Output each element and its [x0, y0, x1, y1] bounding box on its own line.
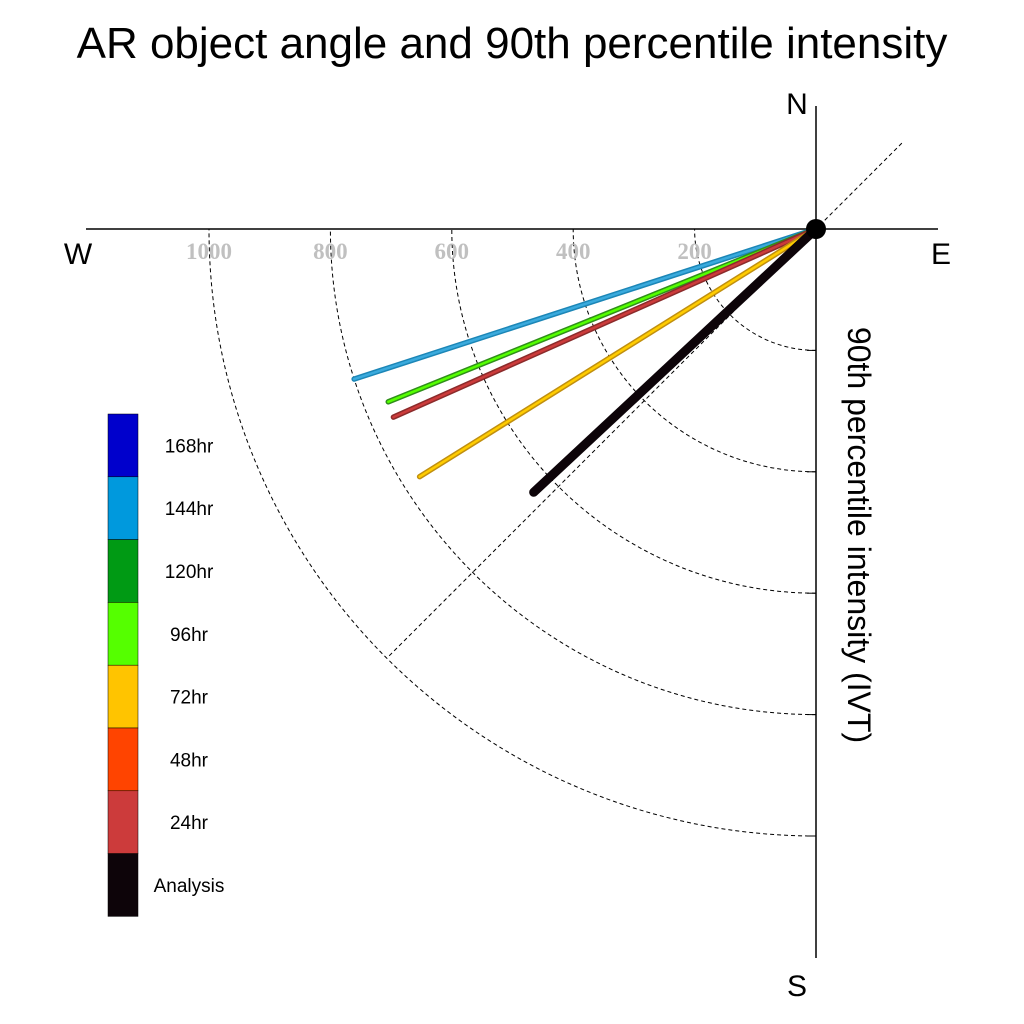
diagonal-reference-line	[386, 142, 903, 659]
legend-swatch-144hr	[107, 476, 139, 540]
legend-swatch-analysis	[107, 853, 139, 917]
series-line-144hr	[352, 227, 818, 381]
legend-label-168hr: 168hr	[165, 436, 214, 457]
legend-label-analysis: Analysis	[154, 876, 225, 897]
series-lines	[351, 224, 821, 497]
radial-tick-labels: 200 400 600 800 1000	[186, 239, 712, 264]
radial-tick-label: 600	[435, 239, 470, 264]
legend-swatch-168hr	[107, 413, 139, 478]
radial-ring-800	[329, 228, 817, 716]
legend-label-120hr: 120hr	[165, 562, 214, 583]
compass-west-label: W	[64, 238, 93, 271]
legend-label-48hr: 48hr	[170, 750, 209, 771]
radial-tick-label: 1000	[186, 239, 232, 264]
legend-label-96hr: 96hr	[170, 625, 209, 646]
origin-marker	[806, 219, 826, 239]
chart-title: AR object angle and 90th percentile inte…	[77, 19, 948, 68]
legend-swatch-120hr	[107, 539, 139, 603]
legend-label-72hr: 72hr	[170, 688, 209, 709]
series-line-24hr	[392, 227, 818, 419]
radial-ring-600	[451, 228, 817, 594]
radial-tick-label: 800	[313, 239, 348, 264]
legend-label-144hr: 144hr	[165, 499, 214, 520]
legend-swatch-48hr	[107, 727, 139, 792]
radial-ring-200	[694, 228, 817, 351]
compass-north-label: N	[786, 88, 808, 121]
series-line-72hr	[418, 227, 818, 478]
legend-swatch-96hr	[107, 602, 139, 666]
y-axis-label: 90th percentile intensity (IVT)	[841, 327, 877, 743]
legend: 168hr 144hr 120hr 96hr 72hr 48hr 24hr Analysis	[107, 413, 225, 917]
radial-tick-label: 200	[677, 239, 712, 264]
compass-south-label: S	[787, 970, 807, 1003]
legend-swatch-72hr	[107, 664, 139, 729]
radial-tick-label: 400	[556, 239, 591, 264]
legend-swatch-24hr	[107, 790, 139, 854]
legend-label-24hr: 24hr	[170, 813, 209, 834]
compass-east-label: E	[931, 238, 951, 271]
series-line-analysis	[529, 224, 821, 497]
